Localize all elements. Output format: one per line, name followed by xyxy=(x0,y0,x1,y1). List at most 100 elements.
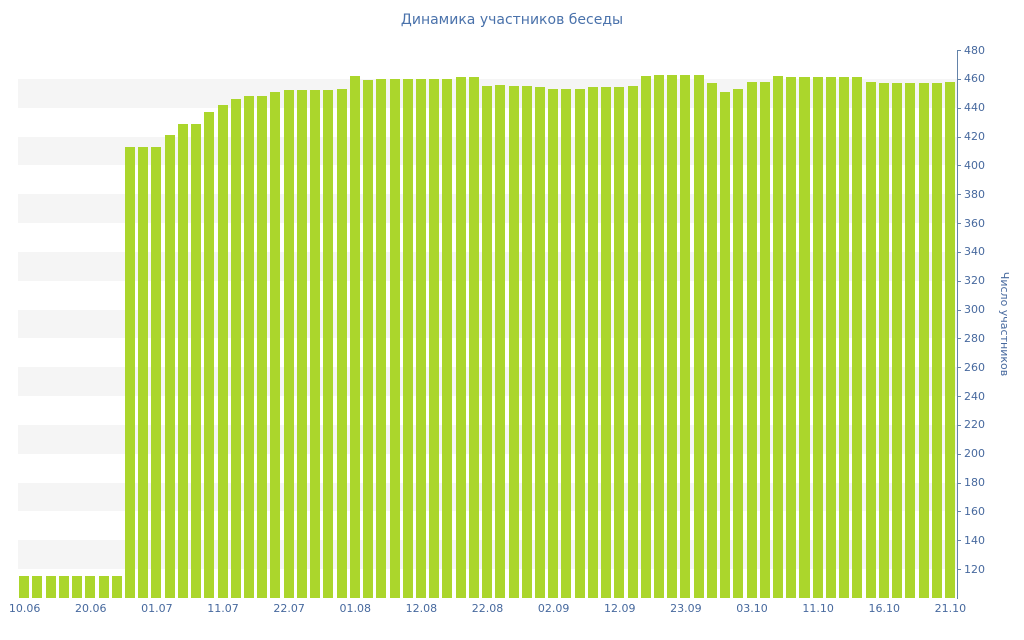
bar xyxy=(812,77,823,598)
bar xyxy=(839,77,850,598)
y-axis-tick xyxy=(957,194,961,196)
bar xyxy=(706,83,717,598)
bar xyxy=(455,77,466,598)
y-tick-label: 420 xyxy=(964,130,985,144)
y-tick-label: 240 xyxy=(964,389,985,403)
bar xyxy=(323,90,334,598)
y-tick-label: 320 xyxy=(964,274,985,288)
bar xyxy=(402,78,413,598)
bar xyxy=(32,576,43,598)
y-tick-label: 260 xyxy=(964,360,985,374)
plot-area xyxy=(18,50,957,598)
bar xyxy=(468,77,479,598)
bar xyxy=(363,80,374,598)
bar xyxy=(865,81,876,598)
bar xyxy=(45,576,56,598)
x-tick-label: 01.07 xyxy=(141,602,173,615)
bar xyxy=(521,86,532,598)
x-tick-label: 12.08 xyxy=(405,602,438,615)
bar xyxy=(244,96,255,598)
bar xyxy=(283,90,294,598)
bar xyxy=(614,87,625,598)
bar xyxy=(151,146,162,598)
y-tick-label: 440 xyxy=(964,101,985,115)
y-tick-label: 220 xyxy=(964,418,985,432)
y-axis-tick xyxy=(957,367,961,369)
bar xyxy=(429,78,440,598)
y-axis-title: Число участников xyxy=(998,271,1011,377)
y-axis-tick xyxy=(957,165,961,167)
bar xyxy=(799,77,810,598)
bar xyxy=(191,123,202,598)
bar xyxy=(733,88,744,598)
bar xyxy=(164,135,175,598)
y-axis-tick xyxy=(957,453,961,455)
bar xyxy=(270,91,281,598)
y-axis-tick xyxy=(957,107,961,109)
x-tick-label: 11.10 xyxy=(802,602,834,615)
bar xyxy=(296,90,307,598)
bar xyxy=(587,87,598,598)
bar xyxy=(693,74,704,598)
y-axis-tick xyxy=(957,569,961,571)
bar xyxy=(349,75,360,598)
bar xyxy=(878,83,889,598)
y-axis-line xyxy=(957,50,958,599)
bar xyxy=(654,74,665,598)
y-axis-tick xyxy=(957,511,961,513)
bar xyxy=(680,74,691,598)
y-tick-label: 300 xyxy=(964,303,985,317)
bar xyxy=(125,146,136,598)
x-tick-label: 11.07 xyxy=(207,602,239,615)
x-tick-label: 22.08 xyxy=(471,602,504,615)
bar xyxy=(482,86,493,598)
bar xyxy=(257,96,268,598)
y-axis-tick xyxy=(957,338,961,340)
y-tick-label: 460 xyxy=(964,72,985,86)
x-tick-label: 16.10 xyxy=(868,602,901,615)
y-axis-tick xyxy=(957,78,961,80)
bar xyxy=(85,576,96,598)
y-axis-tick xyxy=(957,280,961,282)
x-tick-label: 03.10 xyxy=(736,602,768,615)
bar xyxy=(58,576,69,598)
bar xyxy=(442,78,453,598)
y-axis-tick xyxy=(957,223,961,225)
y-axis-tick xyxy=(957,424,961,426)
bar xyxy=(852,77,863,598)
chart-title: Динамика участников беседы xyxy=(400,12,624,28)
x-tick-label: 21.10 xyxy=(934,602,967,615)
y-axis-tick xyxy=(957,482,961,484)
bar xyxy=(561,88,572,598)
y-axis-tick xyxy=(957,251,961,253)
x-tick-label: 22.07 xyxy=(273,602,305,615)
bar xyxy=(495,84,506,598)
bar xyxy=(111,576,122,598)
x-tick-label: 23.09 xyxy=(670,602,702,615)
bar xyxy=(72,576,83,598)
bar xyxy=(177,123,188,598)
bar xyxy=(627,86,638,598)
bar xyxy=(825,77,836,598)
bar xyxy=(918,83,929,598)
bar xyxy=(389,78,400,598)
x-tick-label: 10.06 xyxy=(8,602,41,615)
bar xyxy=(204,112,215,598)
y-tick-label: 380 xyxy=(964,187,985,201)
bar xyxy=(548,88,559,598)
bar xyxy=(944,81,955,598)
bar xyxy=(892,83,903,598)
bar xyxy=(336,88,347,598)
bar xyxy=(415,78,426,598)
bar xyxy=(376,78,387,598)
bar xyxy=(508,86,519,598)
bar xyxy=(138,146,149,598)
y-axis-tick xyxy=(957,540,961,542)
y-tick-label: 360 xyxy=(964,216,985,230)
bar xyxy=(19,576,30,598)
x-tick-label: 01.08 xyxy=(339,602,371,615)
bar xyxy=(773,75,784,598)
bar xyxy=(746,81,757,598)
bar xyxy=(905,83,916,598)
